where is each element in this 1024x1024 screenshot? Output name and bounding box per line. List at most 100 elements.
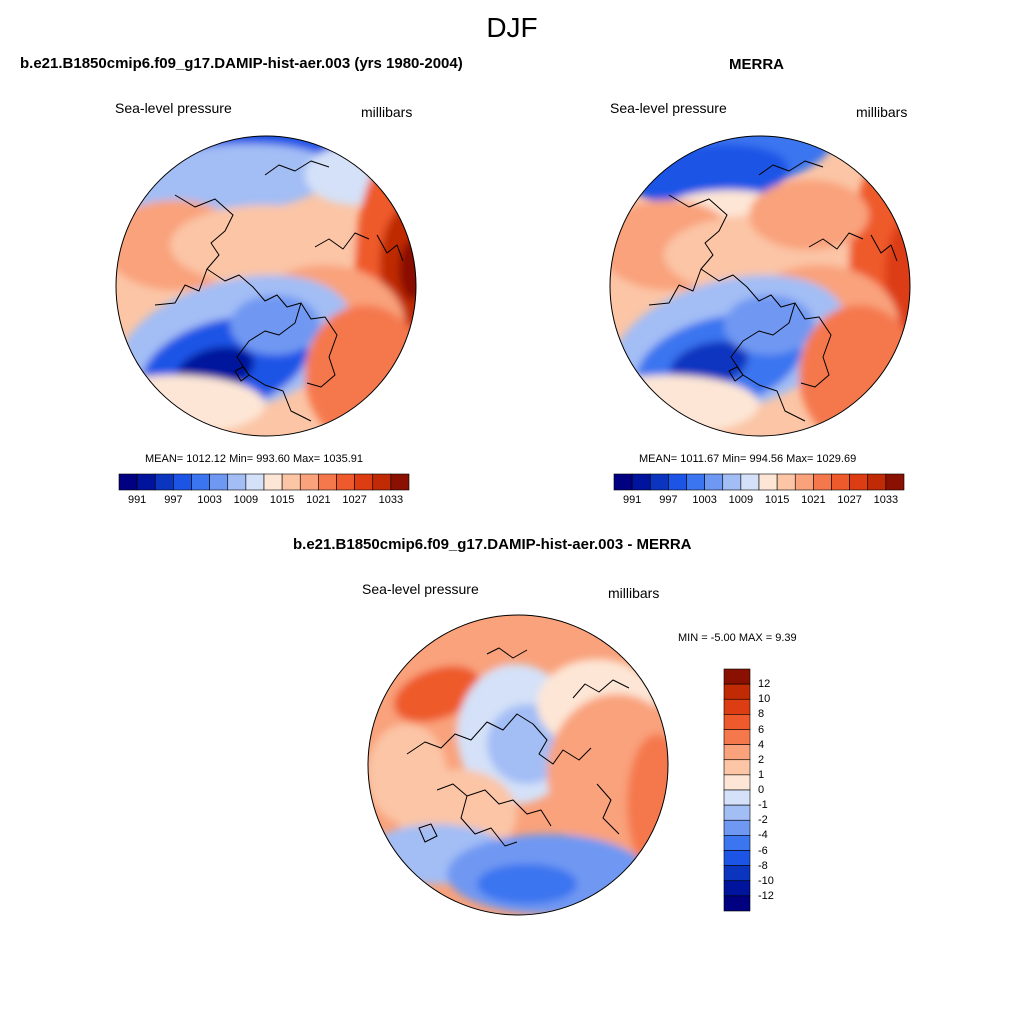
colorbar-tick-label: 997: [659, 494, 678, 506]
pressure-contour-region: [230, 295, 320, 355]
colorbar-swatch: [191, 473, 210, 491]
colorbar-tick-label: 10: [758, 693, 771, 706]
page-title: DJF: [486, 12, 538, 43]
obs-stats: MEAN= 1011.67 Min= 994.56 Max= 1029.69: [639, 453, 857, 465]
colorbar-tick-label: 1027: [342, 494, 367, 506]
colorbar-tick-label: 1009: [728, 494, 754, 506]
colorbar-tick-label: -12: [758, 889, 774, 902]
colorbar-swatch: [649, 473, 669, 491]
colorbar-tick-label: 1003: [692, 494, 717, 506]
coastline: [234, 366, 250, 382]
obs-colorbar: [613, 473, 905, 491]
colorbar-tick-label: 1: [758, 768, 765, 781]
colorbar-swatch: [722, 473, 742, 491]
colorbar-swatch: [723, 880, 751, 897]
field-layer: [116, 136, 416, 436]
colorbar-swatch: [758, 473, 778, 491]
diff-colorbar: [723, 668, 751, 912]
colorbar-swatch: [723, 865, 751, 882]
obs-variable-label: Sea-level pressure: [610, 100, 727, 116]
colorbar-swatch: [723, 835, 751, 851]
colorbar-tick-label: -1: [758, 799, 768, 812]
pressure-contour-region: [393, 665, 481, 723]
pressure-contour-region: [170, 205, 360, 285]
colorbar-tick-label: 1015: [269, 494, 295, 506]
colorbar-swatch: [849, 473, 869, 491]
colorbar-tick-label: 1021: [801, 494, 826, 506]
colorbar-tick-label: -10: [758, 874, 774, 887]
colorbar-swatch: [794, 473, 814, 491]
colorbar-swatch: [723, 744, 751, 761]
colorbar-swatch: [831, 473, 850, 491]
coastline: [532, 723, 592, 765]
pressure-contour-region: [627, 734, 668, 874]
colorbar-swatch: [885, 473, 905, 491]
diff-units-label: millibars: [608, 585, 660, 601]
colorbar-swatch: [245, 473, 265, 491]
colorbar-tick-label: 1015: [764, 494, 790, 506]
obs-units-label: millibars: [856, 104, 908, 120]
model-stats: MEAN= 1012.12 Min= 993.60 Max= 1035.91: [145, 453, 364, 465]
colorbar-swatch: [390, 473, 410, 491]
coastline: [486, 647, 528, 659]
coastline: [436, 783, 552, 827]
model-colorbar: [118, 473, 410, 491]
colorbar-swatch: [723, 850, 751, 866]
colorbar-tick-label: 991: [622, 494, 642, 506]
colorbar-tick-label: 1033: [378, 494, 404, 506]
colorbar-tick-label: 1009: [233, 494, 259, 506]
colorbar-swatch: [723, 729, 751, 745]
model-panel-title: b.e21.B1850cmip6.f09_g17.DAMIP-hist-aer.…: [20, 55, 463, 72]
colorbar-swatch: [173, 473, 192, 491]
colorbar-swatch: [263, 473, 283, 491]
colorbar-swatch: [154, 473, 174, 491]
model-units-label: millibars: [361, 104, 413, 120]
coastline: [572, 679, 630, 699]
pressure-contour-region: [305, 145, 405, 205]
coastline: [418, 823, 438, 843]
colorbar-tick-label: 997: [164, 494, 183, 506]
coastline: [728, 366, 744, 382]
colorbar-swatch: [723, 789, 751, 806]
coastline: [154, 194, 234, 306]
colorbar-swatch: [227, 473, 247, 491]
coastline: [264, 160, 330, 176]
colorbar-swatch: [136, 473, 156, 491]
colorbar-tick-label: 4: [758, 738, 765, 751]
coastline: [406, 713, 534, 755]
colorbar-swatch: [704, 473, 724, 491]
coastline: [648, 194, 728, 306]
coastline: [314, 232, 370, 250]
pressure-contour-region: [799, 305, 910, 436]
coastline: [596, 783, 620, 835]
colorbar-tick-label: 1003: [197, 494, 222, 506]
colorbar-tick-label: -8: [758, 859, 768, 872]
colorbar-swatch: [118, 473, 138, 491]
field-layer: [368, 615, 668, 915]
pressure-contour-region: [305, 305, 416, 436]
colorbar-swatch: [686, 473, 705, 491]
colorbar-tick-label: 2: [758, 753, 765, 766]
pressure-contour-region: [399, 240, 416, 300]
colorbar-tick-label: 1021: [306, 494, 331, 506]
colorbar-swatch: [668, 473, 687, 491]
coastline: [460, 795, 518, 847]
obs-panel-title: MERRA: [729, 56, 784, 73]
colorbar-swatch: [723, 759, 751, 776]
colorbar-swatch: [867, 473, 887, 491]
colorbar-swatch: [723, 698, 751, 715]
colorbar-swatch: [209, 473, 229, 491]
colorbar-tick-label: 6: [758, 723, 765, 736]
diff-polar-map: [367, 614, 669, 916]
colorbar-swatch: [776, 473, 796, 491]
colorbar-swatch: [354, 473, 374, 491]
map-boundary: [367, 614, 669, 916]
colorbar-swatch: [723, 819, 751, 836]
colorbar-swatch: [813, 473, 832, 491]
colorbar-swatch: [299, 473, 319, 491]
pressure-contour-region: [724, 295, 814, 355]
model-variable-label: Sea-level pressure: [115, 100, 232, 116]
colorbar-tick-label: 12: [758, 678, 771, 691]
colorbar-swatch: [723, 668, 751, 685]
map-boundary: [115, 135, 417, 437]
